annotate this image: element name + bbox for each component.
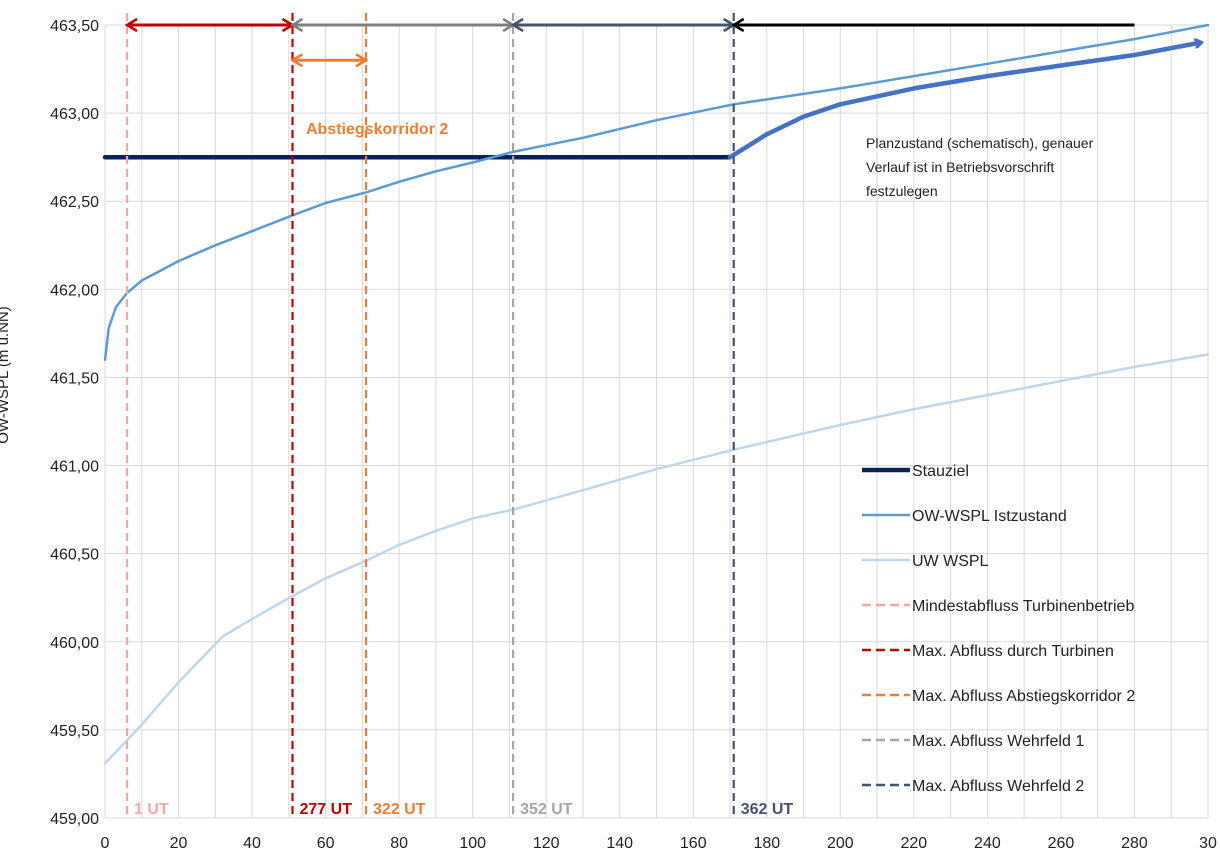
x-tick-label: 120 xyxy=(533,835,560,852)
annotation-planzustand: Planzustand (schematisch), genauer Verla… xyxy=(866,135,1094,199)
annotation-planzustand-line-1: Planzustand (schematisch), genauer xyxy=(866,135,1094,151)
x-tick-label: 0 xyxy=(101,835,110,852)
x-tick-label: 60 xyxy=(317,835,335,852)
legend-label: UW WSPL xyxy=(912,553,989,570)
series-line-planzustand xyxy=(727,43,1201,160)
vertical-line-label: 277 UT xyxy=(300,801,353,818)
vertical-line-label: 1 UT xyxy=(134,801,169,818)
legend-label: Stauziel xyxy=(912,463,969,480)
annotation-abstiegskorridor: Abstiegskorridor 2 xyxy=(306,121,448,138)
range-arrow-head xyxy=(510,17,524,33)
vertical-line-label: 322 UT xyxy=(373,801,426,818)
legend-label: OW-WSPL Istzustand xyxy=(912,508,1067,525)
x-tick-label: 140 xyxy=(606,835,633,852)
y-tick-label: 463,50 xyxy=(50,18,99,35)
y-tick-labels: 459,00 459,50 460,00 460,50 461,00 461,50 462,… xyxy=(50,18,99,828)
y-tick-label: 459,00 xyxy=(50,811,99,828)
x-tick-label: 30 xyxy=(1199,835,1217,852)
x-tick-label: 220 xyxy=(901,835,928,852)
range-arrow-head xyxy=(355,53,369,68)
range-arrow-head xyxy=(290,17,304,33)
x-tick-label: 100 xyxy=(459,835,486,852)
range-arrow-head xyxy=(290,53,304,68)
y-tick-label: 460,50 xyxy=(50,547,99,564)
x-tick-label: 180 xyxy=(753,835,780,852)
series-line-ow-wspl-istzustand xyxy=(103,23,1210,362)
y-tick-label: 461,00 xyxy=(50,459,99,476)
range-arrow-head xyxy=(124,17,138,33)
range-arrow-5 xyxy=(290,53,369,68)
y-tick-label: 460,00 xyxy=(50,635,99,652)
legend-label: Mindestabfluss Turbinenbetrieb xyxy=(912,598,1134,615)
vertical-line-label: 352 UT xyxy=(520,801,573,818)
x-tick-label: 40 xyxy=(243,835,261,852)
x-tick-label: 200 xyxy=(827,835,854,852)
legend-label: Max. Abfluss Wehrfeld 2 xyxy=(912,778,1084,795)
x-tick-label: 80 xyxy=(390,835,408,852)
y-tick-label: 462,50 xyxy=(50,194,99,211)
series xyxy=(102,23,1210,765)
x-tick-label: 20 xyxy=(170,835,188,852)
vertical-lines: 1 UT 277 UT 322 UT 352 UT 362 UT xyxy=(125,13,794,818)
y-tick-label: 462,00 xyxy=(50,282,99,299)
x-tick-label: 260 xyxy=(1048,835,1075,852)
series-line-uw-wspl xyxy=(103,353,1210,765)
x-tick-label: 240 xyxy=(974,835,1001,852)
legend-label: Max. Abfluss durch Turbinen xyxy=(912,643,1114,660)
legend-label: Max. Abfluss Wehrfeld 1 xyxy=(912,733,1084,750)
y-tick-label: 461,50 xyxy=(50,370,99,387)
annotation-planzustand-line-3: festzulegen xyxy=(866,183,938,199)
range-arrow-head xyxy=(731,17,745,33)
y-tick-label: 459,50 xyxy=(50,723,99,740)
annotation-planzustand-line-2: Verlauf ist in Betriebsvorschrift xyxy=(866,159,1054,175)
y-axis-label: OW-WSPL (m ü.NN) xyxy=(0,306,12,444)
x-tick-label: 280 xyxy=(1121,835,1148,852)
range-arrow-4 xyxy=(731,17,1135,33)
range-arrows xyxy=(124,17,1135,68)
legend: Stauziel OW-WSPL Istzustand UW WSPL Mindest… xyxy=(862,463,1135,795)
x-tick-labels: 0 20 40 60 80 100 120 140 160 180 200 220 240 260 280 3… xyxy=(101,835,1217,852)
legend-label: Max. Abfluss Abstiegskorridor 2 xyxy=(912,688,1135,705)
range-arrow-1 xyxy=(124,17,295,33)
x-tick-label: 160 xyxy=(680,835,707,852)
vertical-line-label: 362 UT xyxy=(741,801,794,818)
y-tick-label: 463,00 xyxy=(50,106,99,123)
